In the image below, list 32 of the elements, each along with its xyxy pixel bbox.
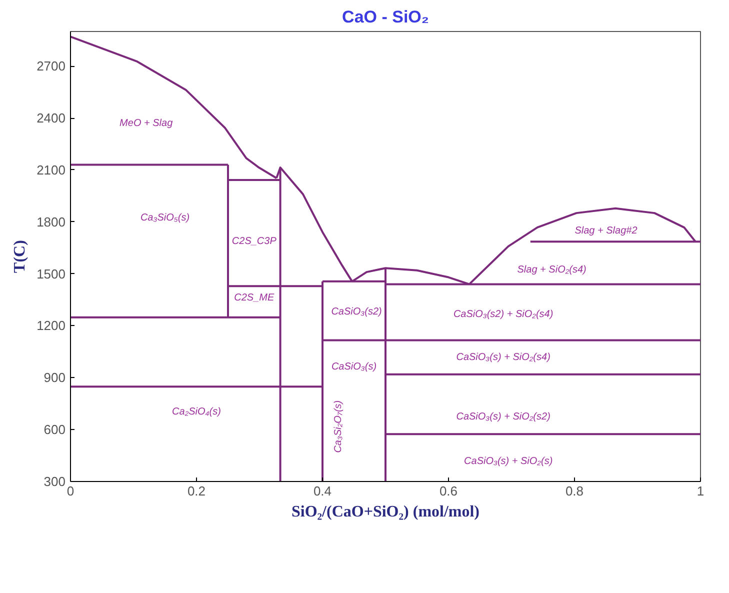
annotation: CaSiO₃(s) + SiO₂(s2) [456, 412, 550, 423]
annotation: CaSiO₃(s) [331, 362, 377, 373]
y-tick-label: 2100 [36, 162, 66, 178]
annotation: Ca₂SiO₄(s) [172, 406, 221, 418]
y-tick-label: 2700 [36, 58, 66, 74]
annotation: CaSiO₃(s2) [331, 306, 382, 318]
annotation: MeO + Slag [120, 118, 174, 129]
annotation: Slag + Slag#2 [574, 225, 638, 236]
y-tick-label: 900 [44, 370, 66, 386]
annotation: C2S_ME [234, 292, 274, 304]
x-tick-label: 1 [696, 484, 704, 498]
x-tick-label: 0.8 [565, 484, 584, 498]
y-axis-title: T(C) [12, 240, 29, 273]
y-tick-label: 1800 [36, 214, 66, 230]
annotation: C2S_C3P [232, 236, 277, 248]
chart-title: CaO - SiO₂ [342, 8, 429, 26]
x-axis-title: SiO₂/(CaO+SiO₂) (mol/mol) [291, 504, 480, 520]
x-tick-label: 0.4 [313, 484, 332, 498]
annotation: CaSiO₃(s) + SiO₂(s) [464, 456, 553, 468]
annotation: Slag + SiO₂(s4) [517, 264, 586, 276]
annotation: CaSiO₃(s) + SiO₂(s4) [456, 352, 550, 363]
annotation: Ca₃SiO₅(s) [140, 212, 190, 224]
annotation: CaSiO₃(s2) + SiO₂(s4) [453, 309, 554, 320]
y-tick-label: 1500 [36, 266, 66, 282]
y-tick-label: 600 [44, 422, 66, 438]
x-tick-label: 0.6 [439, 484, 458, 498]
x-tick-label: 0.2 [187, 484, 206, 498]
y-tick-label: 2400 [36, 110, 66, 126]
annotation: Ca₃Si₂O₇(s) [332, 400, 344, 453]
y-tick-label: 1200 [36, 318, 66, 334]
x-tick-label: 0 [66, 484, 74, 498]
y-tick-label: 300 [44, 474, 66, 489]
